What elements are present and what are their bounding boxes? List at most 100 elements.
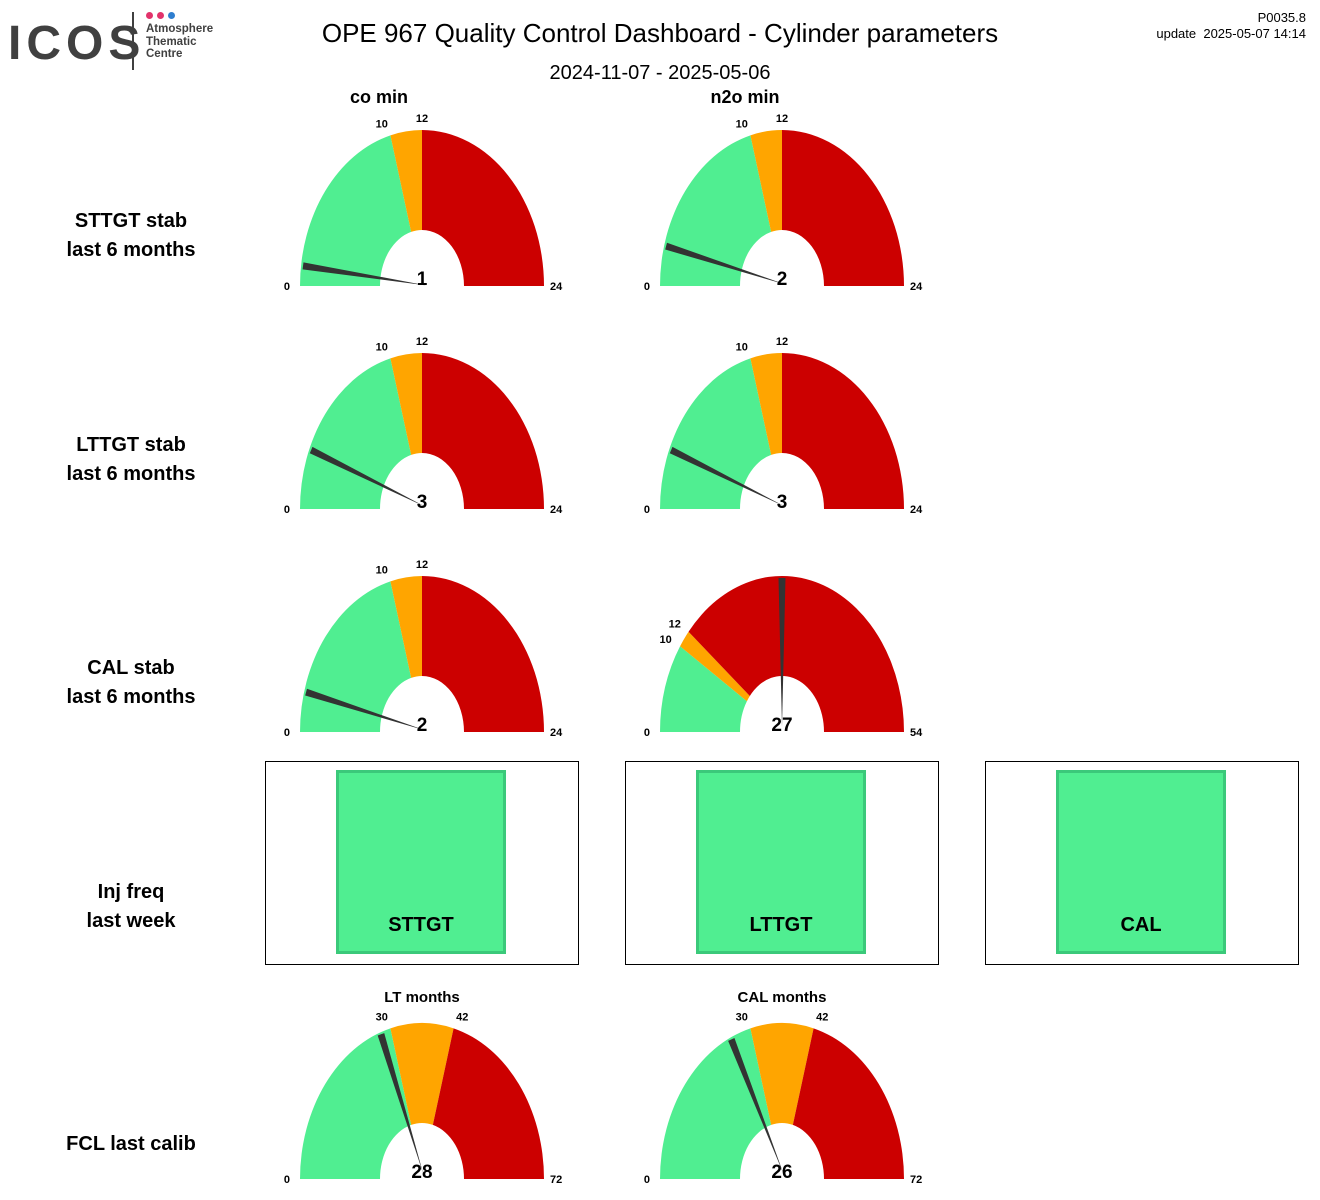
gauge-value-label: 28 <box>411 1162 432 1183</box>
logo-dot <box>146 12 153 19</box>
gauge-sector-bad <box>688 576 904 732</box>
gauge-sector-ok <box>300 135 412 286</box>
gauge-value-label: 1 <box>417 269 428 290</box>
gauge-value-label: 2 <box>417 715 428 736</box>
gauge-sector-warn <box>680 631 750 702</box>
gauge-tick-label: 54 <box>910 727 923 739</box>
gauge-tick-label: 12 <box>669 618 681 630</box>
gauge-title-lt-months: LT months <box>384 989 460 1006</box>
gauge-value-label: 26 <box>771 1162 792 1183</box>
version-number: P0035.8 <box>1257 10 1306 25</box>
gauge-tick-label: 0 <box>644 504 650 516</box>
gauge-tick-label: 10 <box>376 119 388 131</box>
gauge-tick-label: 0 <box>644 1174 650 1186</box>
gauge-tick-label: 30 <box>376 1012 388 1024</box>
gauge-tick-label: 0 <box>284 727 290 739</box>
row-label-lttgt: LTTGT stab last 6 months <box>66 434 196 485</box>
gauge-sector-bad <box>792 1028 904 1179</box>
update-timestamp: update 2025-05-07 14:14 <box>1156 26 1306 41</box>
row-label-sttgt: STTGT stab last 6 months <box>66 210 196 261</box>
column-header-co: co min <box>349 87 408 107</box>
gauge-tick-label: 42 <box>816 1012 828 1024</box>
gauge-sector-warn <box>390 130 422 232</box>
logo-dot <box>168 12 175 19</box>
gauge-sector-ok <box>660 135 772 286</box>
gauge-tick-label: 0 <box>284 1174 290 1186</box>
gauge-lttgt-co: 0 10 12 24 3 <box>284 336 563 516</box>
gauge-needle <box>305 688 426 731</box>
gauge-sector-bad <box>782 353 904 509</box>
gauge-tick-label: 24 <box>910 504 923 516</box>
row-label-fcl: FCL last calib <box>66 1133 196 1155</box>
gauge-tick-label: 30 <box>736 1012 748 1024</box>
gauge-sector-warn <box>390 353 422 455</box>
gauge-tick-label: 24 <box>550 504 563 516</box>
inj-freq-status-box: STTGT <box>336 770 506 954</box>
gauge-value-label: 3 <box>417 492 428 513</box>
gauge-value-label: 27 <box>771 715 792 736</box>
gauge-needle <box>377 1033 424 1175</box>
gauge-needle <box>669 446 786 508</box>
logo-subtitle-line: Thematic <box>146 35 197 48</box>
gauge-tick-label: 72 <box>550 1174 562 1186</box>
gauge-tick-label: 0 <box>644 281 650 293</box>
version-info: P0035.8 update 2025-05-07 14:14 <box>1156 10 1306 42</box>
date-range: 2024-11-07 - 2025-05-06 <box>549 62 771 84</box>
gauge-sector-ok <box>660 646 747 732</box>
logo-dot <box>157 12 164 19</box>
inj-freq-panel-sttgt: STTGT <box>265 761 579 965</box>
logo-subtitle: Atmosphere Thematic Centre <box>146 23 213 61</box>
logo-divider <box>132 12 134 70</box>
gauge-tick-label: 12 <box>776 336 788 348</box>
gauge-tick-label: 72 <box>910 1174 922 1186</box>
inj-freq-status-box: CAL <box>1056 770 1226 954</box>
gauge-tick-label: 12 <box>416 113 428 125</box>
gauge-sector-warn <box>750 1023 814 1125</box>
gauge-needle <box>728 1037 784 1175</box>
gauge-tick-label: 12 <box>776 113 788 125</box>
gauge-needle <box>665 242 786 285</box>
gauge-value-label: 2 <box>777 269 788 290</box>
icos-logo: ICOS Atmosphere Thematic Centre <box>6 8 236 74</box>
gauge-sector-bad <box>422 576 544 732</box>
gauge-tick-label: 12 <box>416 559 428 571</box>
gauge-sector-warn <box>390 1023 454 1125</box>
inj-freq-panel-cal: CAL <box>985 761 1299 965</box>
gauge-tick-label: 0 <box>284 281 290 293</box>
gauge-sector-ok <box>300 1028 412 1179</box>
gauge-value-label: 3 <box>777 492 788 513</box>
gauge-sector-bad <box>422 353 544 509</box>
gauge-tick-label: 42 <box>456 1012 468 1024</box>
gauge-tick-label: 24 <box>550 727 563 739</box>
gauge-tick-label: 24 <box>910 281 923 293</box>
logo-subtitle-line: Centre <box>146 48 183 60</box>
logo-wordmark: ICOS <box>8 17 146 70</box>
row-label-cal: CAL stab last 6 months <box>66 657 196 708</box>
gauge-fcl-cal: 0 30 42 72 26 <box>644 1012 922 1186</box>
gauge-sttgt-n2o: 0 10 12 24 2 <box>644 113 923 293</box>
gauge-cal-n2o: 0 10 12 54 27 <box>644 576 923 739</box>
gauge-tick-label: 0 <box>644 727 650 739</box>
gauge-tick-label: 0 <box>284 504 290 516</box>
inj-freq-label: CAL <box>1120 914 1162 936</box>
logo-subtitle-line: Atmosphere <box>146 23 214 35</box>
gauge-tick-label: 10 <box>376 565 388 577</box>
gauge-tick-label: 10 <box>659 634 671 646</box>
gauge-tick-label: 10 <box>736 342 748 354</box>
gauge-sttgt-co: 0 10 12 24 1 <box>284 113 563 293</box>
gauge-tick-label: 10 <box>376 342 388 354</box>
inj-freq-panel-lttgt: LTTGT <box>625 761 939 965</box>
gauge-title-cal-months: CAL months <box>737 989 827 1006</box>
gauge-sector-warn <box>750 130 782 232</box>
gauge-tick-label: 10 <box>736 119 748 131</box>
gauge-tick-label: 12 <box>416 336 428 348</box>
gauge-cal-co: 0 10 12 24 2 <box>284 559 563 739</box>
logo-dots-icon <box>146 12 176 20</box>
column-header-n2o: n2o min <box>710 87 780 107</box>
gauge-tick-label: 24 <box>550 281 563 293</box>
row-label-inj-freq: Inj freq last week <box>86 881 176 932</box>
gauge-needle <box>778 578 786 727</box>
gauge-sector-bad <box>422 130 544 286</box>
inj-freq-label: LTTGT <box>749 914 813 936</box>
gauge-sector-ok <box>300 581 412 732</box>
